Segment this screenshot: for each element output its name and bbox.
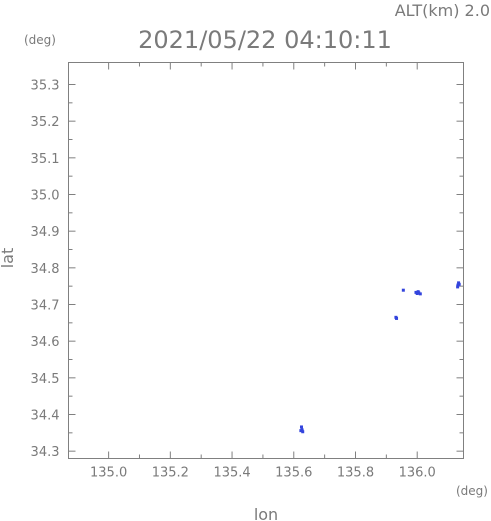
data-point bbox=[401, 288, 405, 292]
data-point bbox=[415, 292, 419, 295]
y-tick-label: 35.0 bbox=[31, 189, 60, 204]
plot-frame bbox=[68, 62, 464, 459]
y-tick-label: 35.1 bbox=[31, 152, 60, 167]
y-tick-label: 35.2 bbox=[31, 115, 60, 130]
y-tick-label: 34.7 bbox=[31, 299, 60, 314]
data-point bbox=[395, 316, 399, 320]
axis-ticks: 135.0 135.2 135.4 135.6 135.8 136.0 34.3 34.4 34… bbox=[31, 62, 464, 481]
y-axis-label: lat bbox=[0, 248, 17, 269]
data-points bbox=[299, 281, 461, 434]
x-axis-label: lon bbox=[254, 505, 278, 521]
chart-timestamp: 2021/05/22 04:10:11 bbox=[138, 26, 392, 54]
y-tick-label: 34.3 bbox=[31, 445, 60, 460]
x-tick-label: 135.4 bbox=[213, 466, 250, 481]
data-point bbox=[416, 290, 420, 294]
x-tick-label: 135.6 bbox=[275, 466, 312, 481]
y-tick-label: 34.5 bbox=[31, 372, 60, 387]
y-tick-label: 35.3 bbox=[31, 79, 60, 94]
y-tick-label: 34.9 bbox=[31, 225, 60, 240]
data-point bbox=[456, 285, 460, 289]
data-point bbox=[301, 430, 305, 434]
x-tick-label: 136.0 bbox=[399, 466, 436, 481]
x-unit-label: (deg) bbox=[456, 484, 488, 498]
x-tick-label: 135.8 bbox=[337, 466, 374, 481]
data-point bbox=[299, 425, 303, 429]
y-tick-label: 34.8 bbox=[31, 262, 60, 277]
y-tick-label: 34.6 bbox=[31, 335, 60, 350]
x-tick-label: 135.0 bbox=[90, 466, 127, 481]
data-point bbox=[457, 282, 461, 286]
y-unit-label: (deg) bbox=[24, 33, 56, 47]
y-tick-label: 34.4 bbox=[31, 409, 60, 424]
x-tick-label: 135.2 bbox=[152, 466, 189, 481]
data-point bbox=[418, 292, 422, 296]
data-point bbox=[300, 428, 304, 432]
altitude-label: ALT(km) 2.0 bbox=[395, 1, 490, 20]
